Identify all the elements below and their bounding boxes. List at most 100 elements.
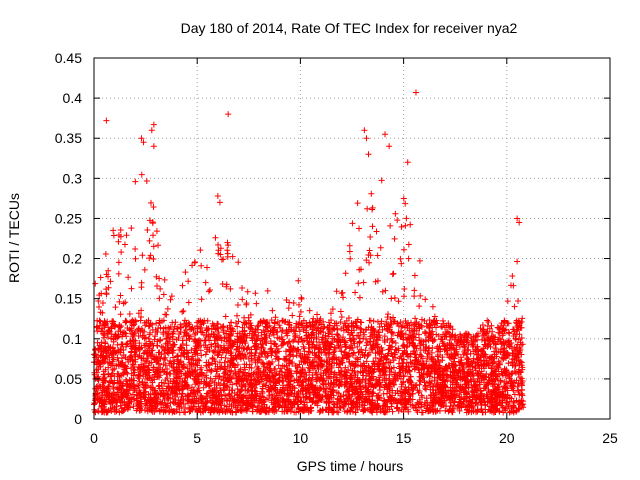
data-point xyxy=(496,383,503,390)
data-point xyxy=(412,342,419,349)
data-point xyxy=(354,332,361,339)
data-point xyxy=(313,352,320,359)
data-point xyxy=(404,322,411,329)
data-point xyxy=(482,337,489,344)
data-point xyxy=(375,380,382,387)
data-point xyxy=(415,400,422,407)
data-point xyxy=(464,337,471,344)
data-point xyxy=(412,349,419,356)
data-point xyxy=(330,392,337,399)
data-point xyxy=(380,408,387,415)
data-point xyxy=(327,310,334,317)
data-point xyxy=(224,239,231,246)
data-point xyxy=(420,370,427,377)
data-point xyxy=(479,322,486,329)
data-point xyxy=(480,327,487,334)
data-point xyxy=(460,337,467,344)
data-point xyxy=(134,405,141,412)
data-point xyxy=(398,332,405,339)
data-point xyxy=(352,289,359,296)
data-point xyxy=(266,332,273,339)
data-point xyxy=(347,344,354,351)
data-point xyxy=(370,390,377,397)
data-point xyxy=(340,392,347,399)
data-point xyxy=(377,367,384,374)
data-point xyxy=(279,327,286,334)
data-point xyxy=(514,383,521,390)
data-point xyxy=(445,320,452,327)
data-point xyxy=(382,364,389,371)
data-point xyxy=(381,398,388,405)
data-point xyxy=(302,356,309,363)
data-point xyxy=(204,398,211,405)
data-point xyxy=(128,225,135,232)
data-point xyxy=(486,377,493,384)
data-point xyxy=(444,328,451,335)
data-point xyxy=(286,352,293,359)
data-point xyxy=(108,407,115,414)
data-point xyxy=(463,397,470,404)
data-point xyxy=(276,335,283,342)
data-point xyxy=(118,362,125,369)
data-point xyxy=(483,330,490,337)
data-point xyxy=(111,321,118,328)
data-point xyxy=(398,260,405,267)
data-point xyxy=(227,344,234,351)
data-point xyxy=(483,373,490,380)
data-point xyxy=(386,371,393,378)
data-point xyxy=(416,325,423,332)
data-point xyxy=(150,364,157,371)
data-point xyxy=(211,337,218,344)
data-point xyxy=(269,307,276,314)
data-point xyxy=(227,362,234,369)
data-point xyxy=(462,344,469,351)
data-point xyxy=(224,247,231,254)
data-point xyxy=(439,331,446,338)
data-point xyxy=(506,343,513,350)
data-point xyxy=(300,343,307,350)
data-point xyxy=(272,355,279,362)
data-point xyxy=(408,319,415,326)
data-point xyxy=(454,403,461,410)
data-point xyxy=(290,327,297,334)
data-point xyxy=(330,325,337,332)
data-point xyxy=(233,409,240,416)
data-point xyxy=(399,393,406,400)
data-point xyxy=(401,341,408,348)
data-point xyxy=(465,331,472,338)
data-point xyxy=(422,296,429,303)
data-point xyxy=(510,403,517,410)
data-point xyxy=(121,241,128,248)
data-point xyxy=(267,338,274,345)
data-point xyxy=(364,352,371,359)
data-point xyxy=(479,372,486,379)
data-point xyxy=(162,311,169,318)
data-point xyxy=(103,389,110,396)
data-point xyxy=(180,349,187,356)
data-point xyxy=(226,407,233,414)
data-point xyxy=(397,369,404,376)
data-point xyxy=(236,351,243,358)
data-point xyxy=(125,356,132,363)
data-point xyxy=(195,318,202,325)
data-point xyxy=(101,377,108,384)
data-point xyxy=(159,387,166,394)
data-point xyxy=(495,324,502,331)
data-point xyxy=(366,247,373,254)
data-point xyxy=(98,325,105,332)
data-point xyxy=(245,324,252,331)
data-point xyxy=(229,381,236,388)
data-point xyxy=(391,371,398,378)
data-point xyxy=(374,318,381,325)
data-point xyxy=(373,228,380,235)
data-point xyxy=(222,313,229,320)
data-point xyxy=(236,368,243,375)
data-point xyxy=(272,365,279,372)
data-point xyxy=(244,378,251,385)
data-point xyxy=(378,366,385,373)
data-point xyxy=(265,360,272,367)
data-point xyxy=(271,324,278,331)
data-point xyxy=(268,369,275,376)
data-point xyxy=(198,262,205,269)
data-point xyxy=(379,326,386,333)
